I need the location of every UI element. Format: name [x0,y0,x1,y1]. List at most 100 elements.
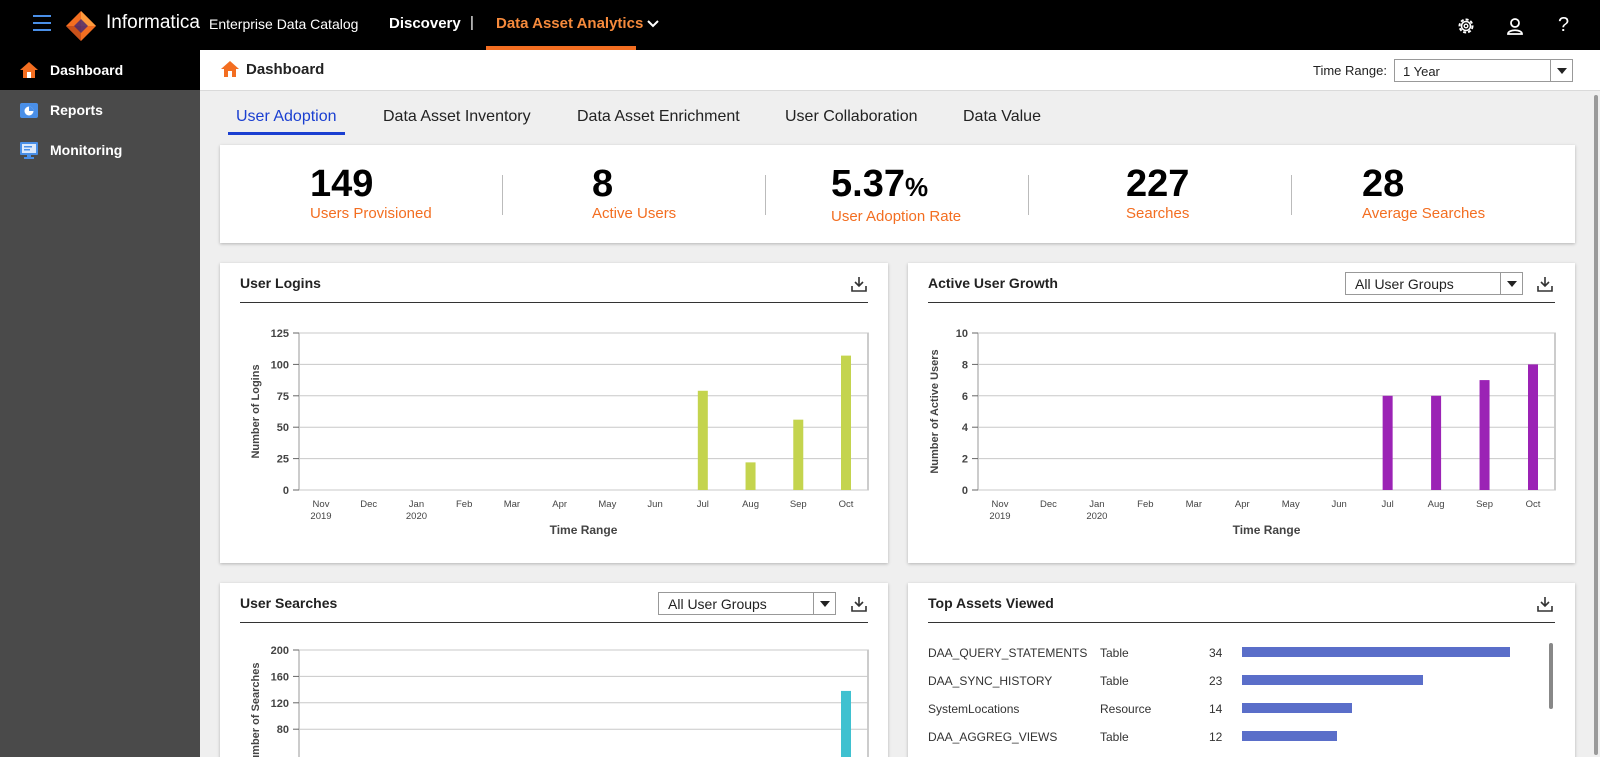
sidebar-item-reports[interactable]: Reports [0,90,200,130]
home-icon [221,61,239,77]
user-group-select[interactable]: All User Groups [658,592,836,615]
brand-name: Informatica [106,12,200,33]
x-tick-label: Oct [839,499,854,510]
kpi-searches: 227 Searches [1126,165,1189,222]
page-scrollbar[interactable] [1594,95,1598,755]
user-group-value: All User Groups [1355,276,1454,292]
tab-data-asset-enrichment[interactable]: Data Asset Enrichment [577,108,740,125]
sidebar-item-monitoring[interactable]: Monitoring [0,130,200,170]
y-tick-label: 0 [283,485,289,497]
kpi-user-adoption-rate: 5.37% User Adoption Rate [831,165,961,225]
y-axis-label: Number of Active Users [929,349,941,473]
kpi-users-provisioned: 149 Users Provisioned [310,165,432,222]
bar [1242,731,1337,741]
bar [1242,647,1510,657]
y-tick-label: 6 [962,391,968,403]
asset-count: 34 [1209,646,1223,660]
chevron-down-icon[interactable] [645,16,661,32]
asset-name: DAA_QUERY_STATEMENTS [928,646,1088,660]
scrollbar-thumb[interactable] [1549,643,1553,709]
plot-frame [977,332,1556,491]
x-axis-label: Time Range [550,523,618,537]
panel-divider [928,622,1555,623]
list-item[interactable]: SystemLocations Resource 14 [928,699,1528,719]
nav-discovery[interactable]: Discovery [389,15,461,32]
user-icon[interactable] [1505,16,1525,36]
x-axis-label: Time Range [1233,523,1301,537]
y-tick-label: 8 [962,359,968,371]
kpi-label: Users Provisioned [310,205,432,222]
kpi-label: Searches [1126,205,1190,222]
nav-data-asset-analytics[interactable]: Data Asset Analytics [486,0,643,50]
sidebar-item-dashboard[interactable]: Dashboard [0,50,200,90]
y-tick-label: 75 [277,391,289,403]
gear-icon[interactable] [1456,16,1476,36]
x-tick-label: Apr [1235,499,1250,510]
sidebar-item-label: Dashboard [50,62,124,78]
sidebar: Dashboard Reports Monitoring [0,50,200,757]
list-item[interactable]: DAA_AGGREG_VIEWS Table 12 [928,727,1528,747]
kpi-divider [1028,175,1029,215]
page-header: Dashboard Time Range: 1 Year [200,50,1600,91]
tab-user-collaboration[interactable]: User Collaboration [785,108,918,125]
x-tick-label: Apr [552,499,567,510]
y-tick-label: 25 [277,454,289,466]
x-tick-label: May [598,499,616,510]
kpi-value: 28 [1362,163,1405,205]
x-tick-label: May [1282,499,1300,510]
list-item[interactable]: DAA_SYNC_HISTORY Table 23 [928,671,1528,691]
top-bar: Informatica Enterprise Data Catalog Disc… [0,0,1600,50]
asset-type: Table [1100,646,1129,660]
asset-type: Resource [1100,702,1152,716]
kpi-suffix: % [904,172,929,202]
x-tick-label: 2020 [1086,511,1107,522]
x-tick-label: Oct [1526,499,1541,510]
panel-title: Active User Growth [928,275,1058,291]
time-range-select[interactable]: 1 Year [1394,59,1573,82]
sidebar-item-label: Monitoring [50,142,123,158]
asset-name: DAA_AGGREG_VIEWS [928,730,1058,744]
bar [1242,703,1352,713]
help-icon[interactable]: ? [1558,14,1570,36]
tab-data-value[interactable]: Data Value [963,108,1041,125]
caret-down-icon[interactable] [1550,60,1572,81]
bar [1382,395,1393,490]
bar [1479,380,1490,490]
list-item[interactable]: DAA_QUERY_STATEMENTS Table 34 [928,643,1528,663]
bar [1431,395,1442,490]
tab-user-adoption[interactable]: User Adoption [228,108,345,135]
user-logins-panel: User Logins 0 25 50 75 100 125 Number of Login… [220,263,888,563]
panel-divider [928,302,1555,303]
x-tick-label: Jan [1089,499,1104,510]
y-axis-label: Number of Searches [250,663,262,757]
kpi-label: Active Users [592,205,677,222]
user-group-select[interactable]: All User Groups [1345,272,1523,295]
y-tick-label: 120 [271,698,289,710]
kpi-divider [1291,175,1292,215]
panel-title: Top Assets Viewed [928,595,1054,611]
kpi-value: 5.37 [831,163,905,205]
caret-down-icon[interactable] [1500,273,1522,294]
download-icon[interactable] [1536,595,1554,613]
tab-data-asset-inventory[interactable]: Data Asset Inventory [383,108,531,125]
menu-icon[interactable] [33,15,51,31]
caret-down-icon[interactable] [813,593,835,614]
panel-title: User Searches [240,595,338,611]
nav-separator: | [470,14,474,31]
download-icon[interactable] [850,595,868,613]
kpi-label: Average Searches [1362,205,1486,222]
asset-count: 23 [1209,674,1223,688]
download-icon[interactable] [1536,275,1554,293]
page-title: Dashboard [246,61,325,78]
x-tick-label: Feb [1137,499,1153,510]
asset-count: 14 [1209,702,1223,716]
download-icon[interactable] [850,275,868,293]
asset-count: 12 [1209,730,1223,744]
x-tick-label: Jun [1332,499,1347,510]
y-tick-label: 10 [956,328,968,340]
x-tick-label: Jun [647,499,662,510]
kpi-average-searches: 28 Average Searches [1362,165,1485,222]
user-searches-panel: User Searches All User Groups 80 120 160 20… [220,583,888,757]
y-tick-label: 80 [277,724,289,736]
